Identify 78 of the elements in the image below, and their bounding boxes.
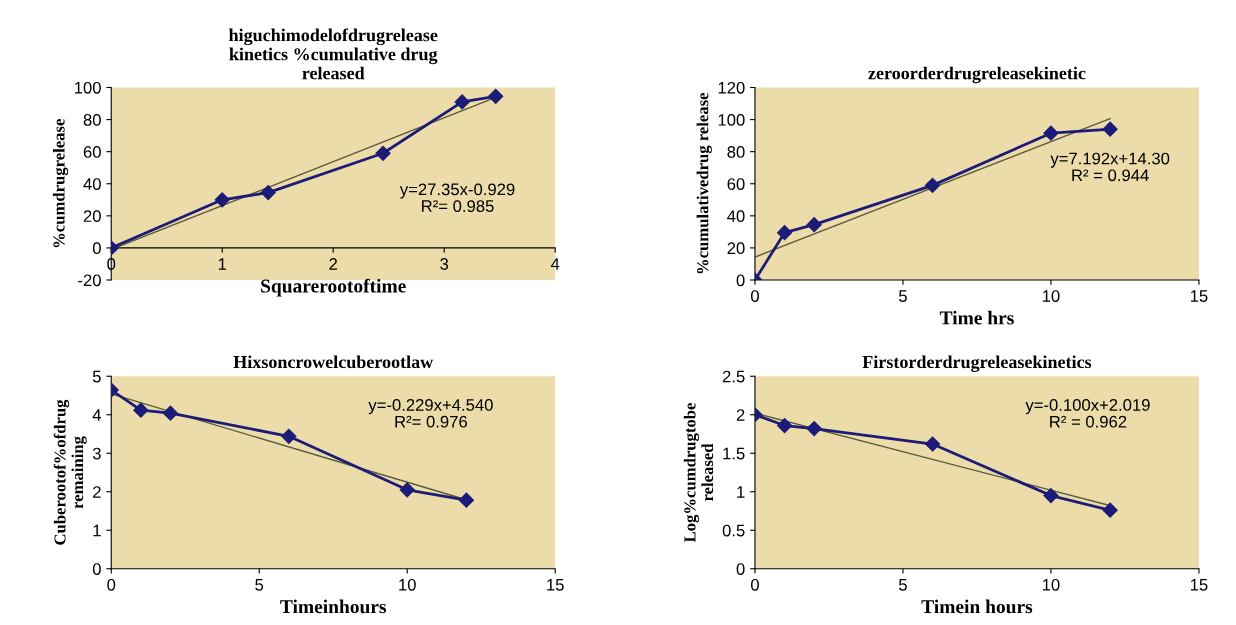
chart-title: zeroorderdrugreleasekinetic <box>868 66 1086 84</box>
x-tick-label: 10 <box>1042 290 1060 302</box>
x-axis-title: Timein hours <box>921 599 1033 614</box>
x-tick-label: 5 <box>255 579 264 591</box>
y-tick-label: -20 <box>78 274 101 287</box>
y-tick-label: 1 <box>737 486 745 498</box>
y-tick-label: 80 <box>83 113 101 126</box>
y-tick-label: 0 <box>92 563 101 575</box>
point <box>776 417 793 434</box>
x-tick-label: 15 <box>1190 579 1208 591</box>
y-axis-title: Log%cumdrugtobe released <box>683 403 714 543</box>
x-tick-label: 10 <box>1042 578 1060 591</box>
y-tick-label: 40 <box>83 178 101 190</box>
x-axis-title: Time hrs <box>939 310 1014 325</box>
x-tick-label: 1 <box>218 258 227 270</box>
chart-title: Hixsoncrowelcuberootlaw <box>233 355 434 369</box>
point <box>162 405 179 421</box>
annotation: y=7.192x+14.30 R² = 0.944 <box>1050 152 1170 182</box>
x-tick-label: 0 <box>750 290 759 302</box>
x-tick-label: 4 <box>550 258 560 270</box>
x-tick-label: 15 <box>1190 290 1208 302</box>
x-axis-title: Timeinhours <box>280 599 387 614</box>
x-tick-label: 3 <box>440 258 449 270</box>
y-tick-label: 80 <box>727 146 745 158</box>
chart-title: Firstorderdrugreleasekinetics <box>862 355 1092 372</box>
y-tick-label: 0 <box>736 563 745 575</box>
point <box>1043 488 1059 504</box>
point <box>1102 121 1118 137</box>
point <box>260 185 276 201</box>
point <box>214 192 230 208</box>
point <box>1043 125 1059 141</box>
y-tick-label: 0 <box>92 242 101 255</box>
y-tick-label: 100 <box>74 81 101 94</box>
x-tick-label: 10 <box>399 578 416 591</box>
x-tick-label: 15 <box>547 579 564 591</box>
y-tick-label: 4 <box>92 409 102 421</box>
x-tick-label: 0 <box>107 578 116 591</box>
y-tick-label: 0 <box>736 274 745 287</box>
y-tick-label: 2 <box>93 486 101 498</box>
y-tick-label: 20 <box>83 210 101 223</box>
x-tick-label: 5 <box>898 290 907 302</box>
annotation: y=27.35x-0.929 R²= 0.985 <box>399 183 515 212</box>
y-tick-label: 120 <box>718 81 745 94</box>
y-tick-label: 2 <box>736 409 745 421</box>
y-tick-label: 3 <box>92 447 101 460</box>
point <box>133 402 149 418</box>
annotation: y=-0.100x+2.019 R² = 0.962 <box>1025 399 1150 428</box>
point <box>1102 502 1118 518</box>
y-tick-label: 20 <box>727 242 745 255</box>
y-tick-label: 60 <box>727 178 745 190</box>
y-tick-label: 60 <box>83 146 101 158</box>
point <box>776 225 793 241</box>
point <box>281 428 297 444</box>
y-tick-label: 5 <box>92 370 101 383</box>
y-tick-label: 2.5 <box>722 370 745 383</box>
point <box>375 145 391 161</box>
y-axis-title: %cumulativedrug release <box>696 92 712 274</box>
point <box>488 88 504 104</box>
x-tick-label: 0 <box>750 578 759 591</box>
point <box>806 421 822 437</box>
annotation: y=-0.229x+4.540 R²= 0.976 <box>368 399 493 428</box>
x-axis-title: Squarerootoftime <box>261 278 406 297</box>
point <box>458 492 474 508</box>
y-tick-label: 1.5 <box>723 447 745 460</box>
y-tick-label: 40 <box>727 210 745 223</box>
y-tick-label: 1 <box>93 524 101 537</box>
point <box>806 217 822 233</box>
point <box>454 94 470 110</box>
y-tick-label: 0.5 <box>722 524 745 537</box>
y-axis-title: Cuberootof%ofdrug remaining <box>53 399 87 545</box>
y-tick-label: 100 <box>718 113 745 126</box>
point <box>399 482 415 498</box>
x-tick-label: 2 <box>329 258 338 270</box>
x-tick-label: 5 <box>898 579 907 591</box>
point <box>924 436 941 452</box>
chart-title: higuchimodelofdrugrelease kinetics %cumulative drug released <box>229 28 438 80</box>
y-axis-title: %cumdrugrelease <box>52 119 69 248</box>
point <box>924 177 941 193</box>
